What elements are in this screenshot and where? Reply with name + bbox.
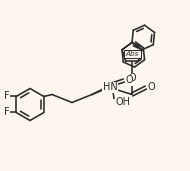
Text: Abs: Abs [125, 51, 139, 57]
Text: O: O [147, 82, 155, 93]
Text: O: O [125, 75, 133, 86]
Text: OH: OH [116, 97, 131, 108]
FancyBboxPatch shape [124, 50, 140, 58]
Text: F: F [4, 91, 10, 102]
Text: HN: HN [103, 82, 117, 93]
Text: F: F [4, 108, 10, 117]
Text: O: O [128, 74, 136, 83]
